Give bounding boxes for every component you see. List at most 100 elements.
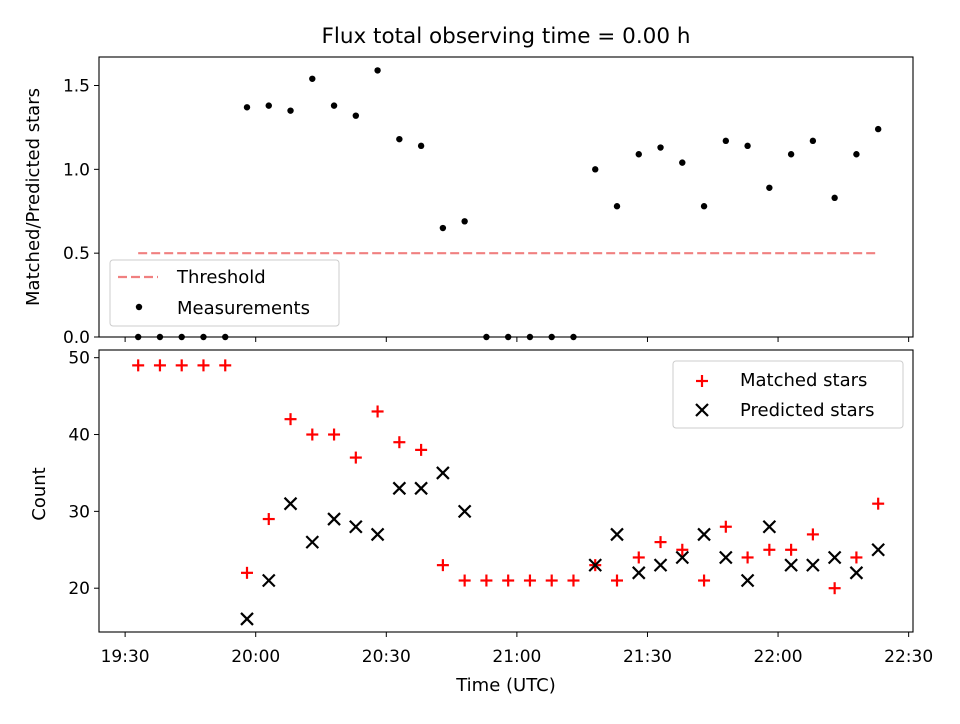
matched-star-point	[328, 428, 341, 441]
legend-predicted-swatch	[695, 403, 709, 417]
matched-star-point	[197, 359, 210, 372]
matched-star-point	[632, 551, 645, 564]
predicted-star-point	[240, 612, 254, 626]
predicted-star-point	[675, 550, 690, 565]
xtick-label: 19:30	[101, 647, 150, 667]
predicted-stars-series	[240, 466, 885, 626]
matched-star-point	[284, 413, 297, 426]
matched-star-point	[719, 520, 732, 533]
predicted-star-point-b	[871, 543, 885, 557]
matched-star-point	[567, 574, 580, 587]
xtick-label: 22:30	[884, 647, 933, 667]
bottom-ytick-label: 40	[68, 426, 90, 446]
matched-star-point	[828, 582, 841, 595]
predicted-star-point	[436, 466, 450, 480]
measurement-point	[831, 194, 838, 202]
matched-star-point	[262, 513, 275, 526]
predicted-star-point-b	[305, 535, 320, 549]
measurement-point	[592, 166, 599, 173]
matched-star-point	[306, 428, 319, 441]
legend-threshold-label: Threshold	[176, 267, 266, 288]
measurement-point	[657, 144, 664, 151]
bottom-legend-box	[672, 360, 904, 429]
matched-star-point	[436, 559, 449, 572]
matched-star-point	[850, 551, 863, 564]
predicted-star-point	[653, 558, 668, 572]
matched-star-point	[219, 359, 232, 372]
measurement-point	[679, 159, 686, 166]
bottom-ytick-label: 20	[68, 579, 90, 599]
predicted-star-point	[806, 558, 820, 572]
measurement-point	[744, 142, 751, 150]
measurement-point	[766, 184, 773, 191]
predicted-star-point	[457, 504, 472, 519]
predicted-star-point	[631, 566, 646, 580]
predicted-star-point	[327, 512, 341, 526]
xtick-label: 20:00	[231, 647, 280, 667]
top-ytick-label: 0.0	[63, 328, 90, 348]
predicted-star-point	[784, 558, 798, 572]
predicted-star-point-b	[610, 527, 624, 542]
legend-measurements-swatch	[135, 303, 143, 311]
bottom-ytick-label: 30	[68, 502, 90, 522]
predicted-star-point-b	[392, 481, 407, 496]
predicted-star-point	[740, 573, 755, 588]
predicted-star-point-b	[240, 612, 254, 626]
predicted-star-point-b	[457, 504, 472, 519]
measurement-point	[374, 67, 381, 74]
plot-layer: 0.0 0.5 1.0 1.5 Threshold Measurements 20 30 40 5…	[63, 56, 933, 667]
predicted-star-point	[849, 566, 864, 580]
predicted-star-point-b	[806, 558, 820, 572]
predicted-star-point-b	[349, 519, 363, 534]
legend-measurements-label: Measurements	[177, 298, 310, 319]
predicted-star-point-b	[327, 512, 341, 526]
bottom-y-axis-label: Count	[29, 467, 50, 520]
matched-star-point	[349, 451, 362, 464]
matched-star-point	[502, 574, 515, 587]
matched-star-point	[611, 574, 623, 587]
matched-star-point	[741, 551, 754, 564]
measurement-point	[700, 203, 708, 210]
matched-star-point	[132, 359, 145, 372]
measurement-point	[243, 104, 251, 111]
matched-star-point	[480, 574, 493, 587]
predicted-star-point	[610, 527, 624, 542]
predicted-star-point-b	[283, 496, 298, 511]
bottom-legend: Matched stars Predicted stars	[672, 360, 904, 429]
predicted-star-point-b	[631, 566, 646, 580]
predicted-star-point-b	[719, 550, 733, 565]
matched-star-point	[175, 359, 188, 372]
predicted-star-point	[827, 550, 842, 565]
matched-star-point	[676, 543, 689, 556]
measurement-point	[461, 218, 468, 225]
predicted-star-point	[283, 496, 298, 511]
measurement-point	[809, 137, 817, 145]
predicted-star-point-b	[675, 550, 690, 565]
predicted-star-point	[588, 558, 603, 572]
top-ytick-label: 1.5	[63, 77, 90, 97]
measurement-point	[787, 151, 795, 158]
measurement-point	[396, 135, 403, 143]
bottom-ytick-label: 50	[68, 349, 90, 369]
matched-star-point	[458, 574, 471, 587]
measurement-point	[722, 137, 730, 145]
legend-predicted-label: Predicted stars	[740, 400, 874, 421]
measurement-point	[330, 102, 338, 109]
xtick-label: 20:30	[362, 647, 411, 667]
matched-star-point	[371, 405, 384, 418]
matched-star-point	[241, 566, 253, 579]
measurement-point	[287, 107, 294, 114]
predicted-star-point	[305, 535, 320, 549]
matched-star-point	[785, 543, 798, 556]
legend-predicted-swatch-b	[695, 403, 709, 417]
legend-matched-label: Matched stars	[740, 370, 867, 391]
matched-star-point	[545, 574, 558, 587]
matched-star-point	[153, 359, 166, 372]
measurement-point	[352, 112, 360, 119]
matched-star-point	[806, 528, 819, 541]
bottom-axes-frame	[98, 349, 914, 633]
matched-star-point	[523, 574, 536, 587]
predicted-star-point	[414, 481, 428, 496]
